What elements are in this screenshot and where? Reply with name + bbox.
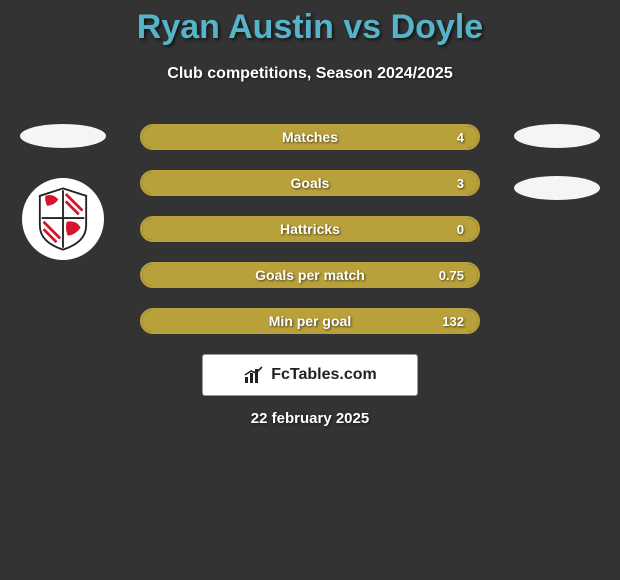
stat-value: 0 [457,222,464,237]
right-player-column [514,124,600,200]
stat-value: 3 [457,176,464,191]
right-player-name-ellipse [514,124,600,148]
stat-bar-matches: Matches 4 [140,124,480,150]
page-title: Ryan Austin vs Doyle [0,0,620,47]
stat-label: Goals per match [255,267,365,283]
stat-label: Matches [282,129,338,145]
brand-badge[interactable]: FcTables.com [202,354,418,396]
stat-label: Hattricks [280,221,340,237]
left-team-crest [22,178,104,260]
stat-bar-hattricks: Hattricks 0 [140,216,480,242]
stat-bar-min-per-goal: Min per goal 132 [140,308,480,334]
stat-value: 4 [457,130,464,145]
left-player-column [20,124,106,260]
left-player-name-ellipse [20,124,106,148]
stat-bar-goals: Goals 3 [140,170,480,196]
stat-bar-goals-per-match: Goals per match 0.75 [140,262,480,288]
subtitle: Club competitions, Season 2024/2025 [0,65,620,83]
chart-icon [243,365,265,385]
stat-label: Goals [291,175,330,191]
stat-value: 0.75 [439,268,464,283]
stat-label: Min per goal [269,313,351,329]
right-team-ellipse [514,176,600,200]
date-text: 22 february 2025 [0,410,620,427]
stats-container: Matches 4 Goals 3 Hattricks 0 Goals per … [140,124,480,334]
brand-text: FcTables.com [271,366,377,384]
stat-value: 132 [442,314,464,329]
